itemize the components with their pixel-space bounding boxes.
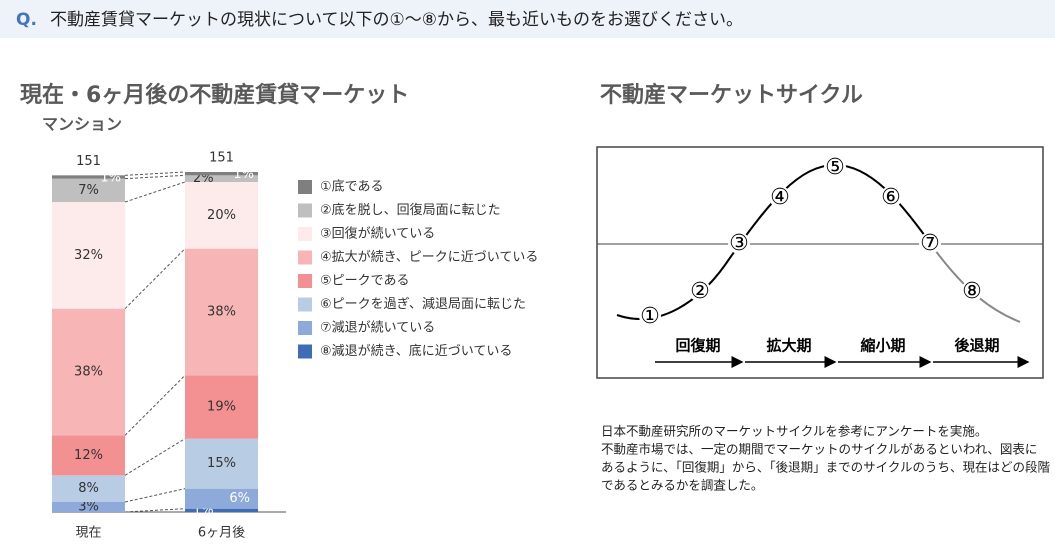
connector [124, 174, 186, 180]
value-label: 12% [74, 448, 103, 463]
connector [124, 248, 186, 310]
value-label: 6% [229, 491, 250, 506]
total-label: 151 [76, 154, 101, 169]
x-tick-label: 6ヶ月後 [198, 526, 245, 541]
description-line: あるように、「回復期」から、「後退期」までのサイクルのうち、現在はどの段階 [601, 460, 1051, 475]
bar-segment [52, 178, 125, 202]
connector [124, 488, 186, 503]
x-tick-label: 現在 [75, 526, 101, 541]
bar-segment [52, 475, 125, 502]
legend-label: ②底を脱し、回復局面に転じた [320, 202, 501, 218]
bar-segment [52, 308, 125, 436]
legend-swatch [298, 227, 312, 241]
legend-label: ⑦減退が続いている [320, 320, 435, 336]
connector [124, 508, 186, 513]
chart-title: 現在・6ヶ月後の不動産賃貸マーケット [20, 82, 409, 108]
value-label: 3% [78, 500, 99, 515]
question-mark: Q. [16, 10, 37, 30]
cycle-point: ⑦ [920, 231, 940, 256]
bar-segment [185, 172, 258, 176]
value-label: 38% [74, 365, 103, 380]
connector [124, 181, 186, 203]
phase-label: 拡大期 [766, 337, 811, 355]
cycle-title: 不動産マーケットサイクル [600, 82, 863, 108]
bar-segment [185, 438, 258, 489]
legend-label: ⑤ピークである [320, 274, 410, 289]
connector [124, 374, 186, 436]
value-label: 19% [207, 400, 236, 415]
value-label: 7% [78, 183, 99, 198]
legend-swatch [298, 203, 312, 218]
legend-label: ⑥ピークを過ぎ、減退局面に転じた [320, 296, 526, 312]
bar-segment [185, 375, 258, 439]
cycle-point: ① [640, 304, 660, 329]
total-label: 151 [209, 151, 234, 166]
bar-segment [185, 248, 258, 376]
bar-segment [52, 502, 125, 512]
point-bg [824, 156, 846, 178]
bar-segment [185, 508, 258, 512]
description-line: 日本不動産研究所のマーケットサイクルを参考にアンケートを実施。 [601, 424, 987, 439]
question-bar [0, 0, 1055, 38]
bar-segment [52, 435, 125, 476]
phase-label: 回復期 [675, 337, 720, 355]
value-label: 32% [74, 248, 103, 263]
point-bg [961, 280, 983, 302]
value-label: 8% [78, 481, 99, 496]
chart-subtitle: マンション [42, 115, 122, 134]
bar-segment [185, 488, 258, 509]
legend-label: ⑧減退が続き、底に近づいている [320, 343, 512, 359]
legend-swatch [298, 344, 312, 359]
description-line: 不動産市場では、一定の期間でマーケットのサイクルがあるといわれ、図表に [601, 442, 1037, 457]
legend-swatch [298, 297, 312, 312]
phase-label: 後退期 [953, 337, 999, 355]
question-text: 不動産賃貸マーケットの現状について以下の①～⑧から、最も近いものをお選びください… [50, 10, 743, 30]
cycle-box [596, 146, 1044, 379]
bar-segment [185, 175, 258, 182]
cycle-point: ④ [770, 185, 790, 210]
connector [124, 438, 186, 476]
legend-label: ①底である [320, 179, 384, 195]
legend-swatch [298, 274, 312, 288]
cycle-point: ⑥ [881, 185, 901, 210]
bar-segment [52, 175, 125, 179]
connector [124, 171, 186, 176]
bar-segment [185, 182, 258, 249]
legend-swatch [298, 321, 312, 335]
cycle-point: ③ [729, 231, 749, 256]
point-bg [689, 280, 711, 302]
legend-label: ③回復が続いている [320, 226, 435, 242]
legend-swatch [298, 180, 312, 194]
point-bg [639, 305, 661, 327]
value-label: 20% [207, 208, 236, 223]
legend-label: ④拡大が続き、ピークに近づいている [320, 250, 538, 265]
cycle-point: ② [690, 279, 710, 304]
legend-swatch [298, 250, 312, 265]
point-bg [919, 232, 941, 254]
phase-label: 縮小期 [860, 337, 905, 355]
value-label: 15% [207, 456, 236, 471]
bar-segment [52, 202, 125, 309]
point-bg [728, 232, 750, 254]
description-line: であるとみるかを調査した。 [601, 478, 763, 493]
cycle-point: ⑧ [962, 279, 982, 304]
point-bg [769, 186, 791, 208]
value-label: 1% [233, 167, 254, 182]
point-bg [880, 186, 902, 208]
value-label: 1% [100, 171, 121, 186]
cycle-point: ⑤ [825, 155, 845, 180]
value-label: 38% [207, 305, 236, 320]
